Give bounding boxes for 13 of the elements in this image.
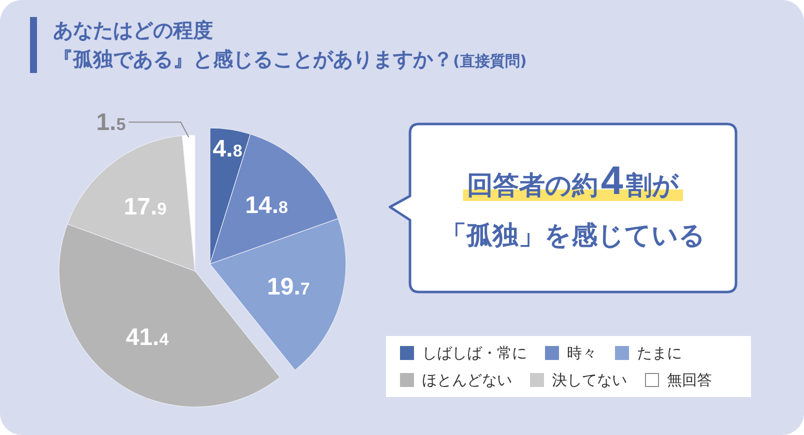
legend-label: たまに: [637, 344, 682, 362]
legend-label: 決してない: [552, 370, 627, 390]
data-label: 41.4: [126, 324, 170, 352]
data-label: 1.5: [96, 109, 126, 136]
legend-label: しばしば・常に: [422, 344, 527, 362]
data-label: 4.8: [212, 135, 242, 162]
legend-label: 時々: [567, 344, 597, 362]
data-label: 14.8: [245, 192, 288, 220]
data-label: 19.7: [267, 273, 310, 300]
chart-title: あなたはどの程度『孤独である』と感じることがありますか？: [53, 17, 453, 73]
chart-subtitle: (直接質問): [453, 51, 527, 72]
legend-label: 無回答: [667, 370, 712, 390]
legend-label: ほとんどない: [422, 370, 512, 390]
